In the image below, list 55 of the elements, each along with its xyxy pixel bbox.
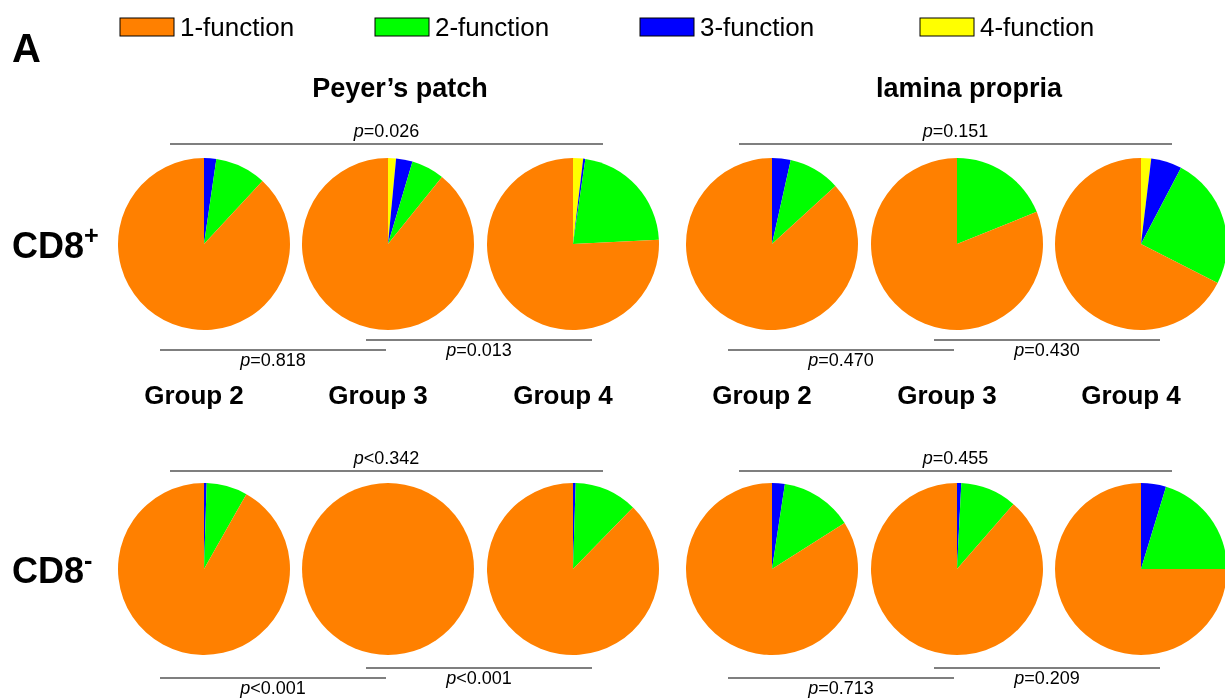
pie-slice [957, 158, 1037, 244]
pie-slice [1141, 158, 1181, 244]
pie-slice [871, 158, 1043, 330]
text: p<0.001 [445, 668, 512, 688]
pie-slice [388, 161, 442, 244]
text: CD8$^{+}$ [12, 221, 99, 266]
text: Group 2 [144, 380, 244, 410]
text: p<0.001 [239, 678, 306, 698]
pie-slice [487, 483, 659, 655]
text: p=0.209 [1013, 668, 1080, 688]
pie-slice [1055, 158, 1218, 330]
pie-slice [772, 483, 845, 569]
text: p=0.026 [352, 121, 420, 141]
pie-slice [388, 158, 413, 244]
pie-slice [118, 483, 290, 655]
pie-slice [302, 158, 474, 330]
text: p=0.430 [1013, 340, 1080, 360]
legend-label: 1-function [180, 12, 295, 42]
pie-slice [957, 483, 1014, 569]
pie-slice [772, 483, 785, 569]
legend-label: 4-function [980, 12, 1095, 42]
pie-slice [204, 158, 217, 244]
text: p=0.818 [239, 350, 306, 370]
text: CD8$^{-}$ [12, 546, 93, 591]
pie-slice [772, 160, 836, 244]
pie-slice [204, 483, 247, 569]
chart-title: Peyer’s patch [312, 73, 488, 103]
text: p<0.342 [352, 448, 420, 468]
chart-title: A [12, 26, 41, 70]
text: Group 3 [328, 380, 428, 410]
legend-label: 2-function [435, 12, 550, 42]
pie-slice [1055, 483, 1225, 655]
text: Group 2 [712, 380, 812, 410]
pie-slice [487, 158, 659, 330]
pie-slice [1141, 167, 1225, 284]
pie-slice [686, 483, 858, 655]
text: Group 4 [1081, 380, 1182, 410]
pie-slice [1141, 486, 1225, 569]
text: p=0.013 [445, 340, 512, 360]
pie-slice [772, 158, 791, 244]
text: Group 4 [513, 380, 614, 410]
legend-label: 3-function [700, 12, 815, 42]
text: p=0.470 [807, 350, 874, 370]
pie-slice [118, 158, 290, 330]
text: p=0.151 [921, 121, 989, 141]
pie-slice [204, 158, 263, 244]
text: p=0.713 [807, 678, 874, 698]
pie-slice [573, 483, 634, 569]
text: p=0.455 [921, 448, 989, 468]
text: Group 3 [897, 380, 997, 410]
chart-title: lamina propria [875, 73, 1064, 103]
pie-slice [1141, 483, 1167, 569]
pie-slice [573, 158, 659, 244]
pie-slice [871, 483, 1043, 655]
pie-slice [686, 158, 858, 330]
